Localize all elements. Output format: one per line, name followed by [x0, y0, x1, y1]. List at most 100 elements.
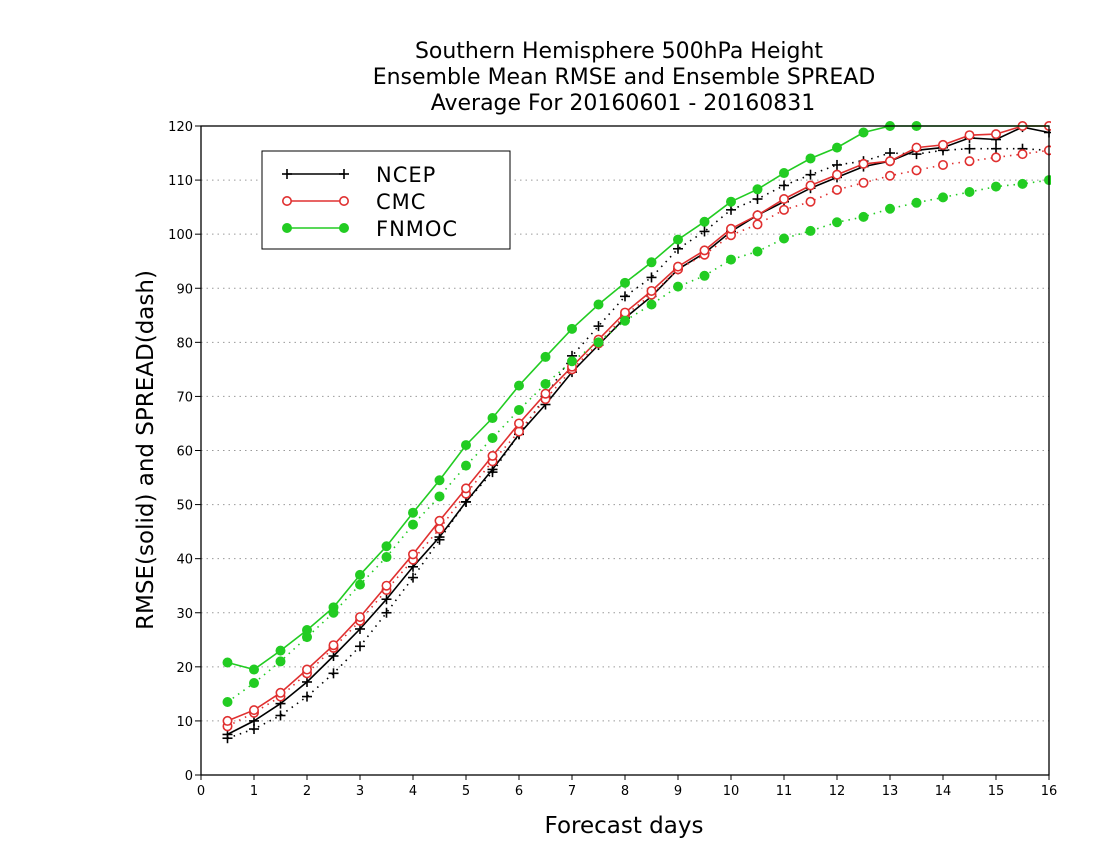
fnmoc-spread-point: [964, 186, 975, 197]
fnmoc-rmse-point: [408, 507, 418, 518]
y-tick-label: 110: [168, 174, 193, 189]
fnmoc-spread-point: [1017, 178, 1028, 189]
legend-item-cmc: CMC: [281, 190, 426, 214]
legend-item-fnmoc: FNMOC: [282, 217, 458, 241]
y-tick-label: 90: [176, 282, 193, 297]
x-tick-label: 8: [621, 784, 629, 799]
series-cmc: [222, 121, 1051, 732]
ncep-spread-point: [593, 321, 604, 332]
cmc-rmse-point: [964, 130, 975, 141]
legend-marker: [338, 196, 349, 207]
cmc-spread-point: [964, 156, 975, 167]
cmc-rmse-point: [460, 483, 471, 494]
cmc-rmse-point: [354, 612, 365, 623]
cmc-spread-point: [911, 165, 922, 176]
fnmoc-spread-point: [487, 433, 498, 444]
fnmoc-rmse-point: [779, 168, 789, 179]
cmc-rmse-point: [619, 307, 630, 318]
y-axis-label: RMSE(solid) and SPREAD(dash): [133, 270, 159, 630]
fnmoc-spread-point: [673, 281, 683, 292]
y-tick-label: 20: [176, 661, 193, 676]
x-tick-label: 0: [197, 784, 205, 799]
ncep-spread-point: [699, 226, 710, 237]
cmc-rmse-point: [911, 142, 922, 153]
x-tick-label: 5: [462, 784, 470, 799]
fnmoc-rmse-point: [328, 602, 339, 613]
x-tick-label: 15: [988, 784, 1005, 799]
legend-marker: [281, 196, 292, 207]
cmc-rmse-point: [778, 194, 789, 205]
fnmoc-rmse-point: [567, 323, 577, 334]
cmc-spread-point: [752, 219, 763, 230]
fnmoc-spread-point: [885, 203, 895, 214]
cmc-spread-point: [858, 177, 869, 188]
y-tick-label: 100: [168, 228, 193, 243]
legend-marker: [339, 223, 349, 233]
fnmoc-spread-point: [699, 270, 710, 281]
ncep-spread-point: [779, 180, 789, 191]
fnmoc-rmse-point: [593, 299, 604, 310]
fnmoc-rmse-point: [381, 541, 392, 552]
x-tick-label: 6: [515, 784, 523, 799]
fnmoc-spread-point: [434, 491, 445, 502]
cmc-spread-point: [778, 204, 789, 215]
ncep-spread-point: [805, 169, 816, 180]
fnmoc-spread-point: [514, 404, 524, 415]
cmc-rmse-point: [301, 664, 312, 675]
ncep-spread-point: [752, 194, 763, 205]
cmc-spread-line: [227, 149, 1050, 728]
fnmoc-rmse-point: [646, 257, 657, 268]
cmc-spread-point: [884, 170, 895, 181]
legend-label-ncep: NCEP: [376, 163, 436, 187]
cmc-spread-point: [831, 184, 842, 195]
cmc-rmse-point: [699, 245, 710, 256]
fnmoc-spread-point: [567, 356, 577, 367]
chart-title-line-3: Average For 20160601 - 20160831: [431, 91, 816, 116]
fnmoc-rmse-point: [275, 645, 286, 656]
ncep-rmse-point: [302, 676, 312, 687]
ncep-rmse-point: [381, 594, 392, 605]
fnmoc-spread-point: [540, 378, 551, 389]
fnmoc-rmse-point: [858, 127, 869, 138]
cmc-rmse-point: [831, 169, 842, 180]
fnmoc-spread-point: [911, 197, 922, 208]
legend-label-cmc: CMC: [376, 190, 426, 214]
cmc-rmse-point: [937, 139, 948, 150]
plot-frame: [200, 125, 1050, 776]
ncep-spread-point: [673, 243, 683, 254]
x-tick-label: 14: [935, 784, 952, 799]
fnmoc-spread-point: [805, 225, 816, 236]
ncep-spread-point: [355, 641, 365, 652]
cmc-spread-point: [990, 152, 1001, 163]
fnmoc-spread-point: [222, 696, 233, 707]
y-tick-label: 0: [185, 769, 193, 784]
cmc-spread-point: [937, 159, 948, 170]
cmc-spread-point: [434, 523, 445, 534]
fnmoc-rmse-point: [249, 664, 259, 675]
fnmoc-rmse-point: [752, 184, 763, 195]
cmc-rmse-point: [858, 158, 869, 169]
cmc-rmse-point: [646, 285, 657, 296]
ncep-spread-point: [964, 143, 975, 154]
fnmoc-spread-point: [858, 211, 869, 222]
cmc-rmse-point: [434, 515, 445, 526]
cmc-rmse-point: [222, 715, 233, 726]
fnmoc-spread-line: [227, 179, 1050, 703]
fnmoc-rmse-point: [514, 380, 524, 391]
fnmoc-rmse-point: [222, 657, 233, 668]
cmc-spread-point: [513, 426, 524, 437]
fnmoc-rmse-point: [355, 569, 365, 580]
cmc-rmse-point: [672, 261, 683, 272]
fnmoc-spread-point: [381, 552, 392, 563]
legend-marker: [282, 169, 292, 179]
legend-label-fnmoc: FNMOC: [376, 217, 458, 241]
fnmoc-spread-point: [726, 254, 736, 265]
legend: NCEP CMC FNMOC: [261, 150, 511, 250]
ncep-spread-point: [646, 272, 657, 283]
y-tick-label: 30: [176, 607, 193, 622]
ncep-spread-point: [991, 143, 1001, 154]
cmc-rmse-point: [884, 156, 895, 167]
x-tick-label: 10: [723, 784, 740, 799]
fnmoc-rmse-point: [726, 196, 736, 207]
